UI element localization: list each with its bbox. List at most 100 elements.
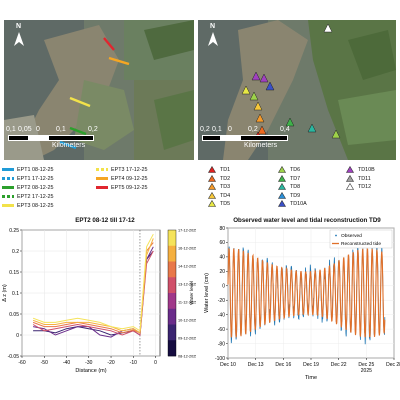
legend-ept: EPT1 08-12-25 EPT1 17-12-25 EPT2 08-12-2… (2, 166, 198, 210)
y-tick-label: 20 (219, 269, 225, 275)
scale-tick-label: 0 (36, 126, 40, 133)
triangle-icon (346, 174, 354, 182)
x-tick-label: Dec 13 (248, 362, 264, 368)
legend-label: EPT3 17-12-25 (111, 167, 148, 173)
legend-item: TD8 (278, 183, 300, 191)
north-arrow-icon (12, 28, 26, 50)
legend-item: TD6 (278, 166, 300, 174)
colorbar-segment (168, 308, 176, 325)
x-tick-label: Dec 19 (303, 362, 319, 368)
legend-item: EPT1 17-12-25 (2, 175, 54, 183)
legend-swatch (2, 195, 14, 198)
colorbar-segment (168, 340, 176, 357)
triangle-icon (208, 174, 216, 182)
x-tick-label: Dec 28 (386, 362, 400, 368)
legend-marker-observed (335, 234, 337, 237)
x-axis-label: Distance (m) (75, 368, 106, 374)
colorbar-tick-label: 10-12-2025 (178, 319, 196, 323)
triangle-icon (278, 200, 286, 208)
legend-label: TD12 (358, 184, 372, 191)
y-axis-label: Δ z (m) (2, 284, 8, 302)
legend-label: TD10B (358, 167, 375, 173)
legend-label: EPT5 09-12-25 (111, 185, 148, 191)
legend-item: TD4 (208, 191, 231, 200)
colorbar-tick-label: 08-12-2025 (178, 355, 196, 359)
legend-label: EPT2 17-12-25 (17, 194, 54, 200)
map-right: N 0,2 0,1 0 0,2 0,4 Kilometers (198, 20, 396, 160)
scale-tick-label: 0,1 (6, 126, 16, 133)
x-tick-label: Dec 10 (220, 362, 236, 368)
legend-label-observed: Observed (341, 233, 362, 239)
x-tick-label: 0 (154, 360, 157, 366)
y-tick-label: -80 (218, 341, 225, 347)
y-tick-label: 80 (219, 226, 225, 232)
scale-tick-label: 0,2 (88, 126, 98, 133)
legend-label: EPT4 09-12-25 (111, 176, 148, 182)
scale-tick-label: 0,2 (200, 126, 210, 133)
legend-label: EPT3 08-12-25 (17, 203, 54, 209)
y-tick-label: 40 (219, 255, 225, 261)
y-tick-label: 0.05 (9, 312, 19, 318)
marker-td9 (331, 129, 341, 139)
triangle-icon (208, 191, 216, 199)
marker-td10b (251, 71, 261, 81)
marker-td5 (241, 85, 251, 95)
marker-td2 (257, 125, 267, 135)
y-tick-label: 0.15 (9, 270, 19, 276)
chart2-legend: Observed Reconstructed tide (329, 229, 393, 249)
colorbar-tick-label: 13-12-2025 (178, 283, 196, 287)
chart2-title: Observed water level and tidal reconstru… (233, 217, 381, 224)
ept5-transect (103, 37, 115, 51)
map-left-aerial (4, 20, 194, 160)
legend-frame (329, 229, 393, 249)
legend-label: TD10A (290, 201, 307, 208)
legend-item: TD3 (208, 183, 230, 191)
y-tick-label: 0.2 (12, 249, 19, 255)
x-tick-label: Dec 25 (358, 362, 374, 368)
colorbar-segment (168, 293, 176, 310)
triangle-icon (346, 183, 354, 191)
legend-label: TD1 (220, 167, 231, 173)
x-tick-label: -60 (18, 360, 25, 366)
marker-td10b (259, 73, 269, 83)
triangle-icon (278, 166, 286, 173)
legend-label: TD4 (220, 192, 231, 199)
scale-unit: Kilometers (244, 142, 278, 149)
legend-label: EPT2 08-12-25 (17, 185, 54, 191)
legend-label: TD5 (220, 201, 231, 208)
chart1-ept2-profile: -0.05 0 0.05 0.1 0.15 0.2 0.25 -60 -50 -40 -30 -20 -… (2, 228, 196, 374)
legend-item: TD12 (346, 183, 371, 191)
scale-tick-label: 0,1 (56, 126, 66, 133)
ept4-transect (108, 56, 130, 66)
legend-item: TD10B (346, 166, 375, 174)
legend-label: TD8 (290, 184, 301, 191)
colorbar-tick-label: 16-12-2025 (178, 247, 196, 251)
marker-td6 (249, 91, 259, 101)
ept3-transect (69, 96, 91, 108)
legend-swatch (2, 177, 14, 180)
colorbar-tick-label: 17-12-2025 (178, 229, 196, 233)
chart1-title: EPT2 08-12 till 17-12 (75, 217, 135, 224)
legend-label: EPT1 17-12-25 (17, 176, 54, 182)
legend-item: TD1 (208, 166, 230, 174)
td-markers (241, 23, 341, 141)
legend-swatch (96, 177, 108, 180)
scale-tick-label: 0,1 (212, 126, 222, 133)
y-tick-label: 0 (222, 284, 225, 290)
colorbar-tick-label: 09-12-2025 (178, 337, 196, 341)
x-axis-label: Time (305, 375, 317, 381)
legend-item: EPT3 08-12-25 (2, 202, 54, 210)
chart2-water-level: -100 -80 -60 -40 -20 0 20 40 60 80 Dec 10 Dec 13 Dec… (204, 226, 400, 381)
y-tick-label: -60 (218, 327, 225, 333)
y-tick-label: -40 (218, 312, 225, 318)
legend-td: TD1 TD2 TD3 TD4 TD5 TD6 TD7 TD8 TD9 TD10A TD10B TD1… (200, 166, 396, 210)
y-tick-label: -100 (215, 356, 225, 362)
colorbar-segment (168, 277, 176, 294)
reconstructed-series (227, 248, 386, 338)
triangle-icon (208, 166, 216, 173)
colorbar-segment (168, 261, 176, 278)
legend-item: TD9 (278, 191, 300, 200)
legend-label-reconstructed: Reconstructed tide (341, 241, 381, 247)
triangle-icon (208, 200, 216, 208)
x-tick-sublabel: 2025 (361, 368, 372, 374)
